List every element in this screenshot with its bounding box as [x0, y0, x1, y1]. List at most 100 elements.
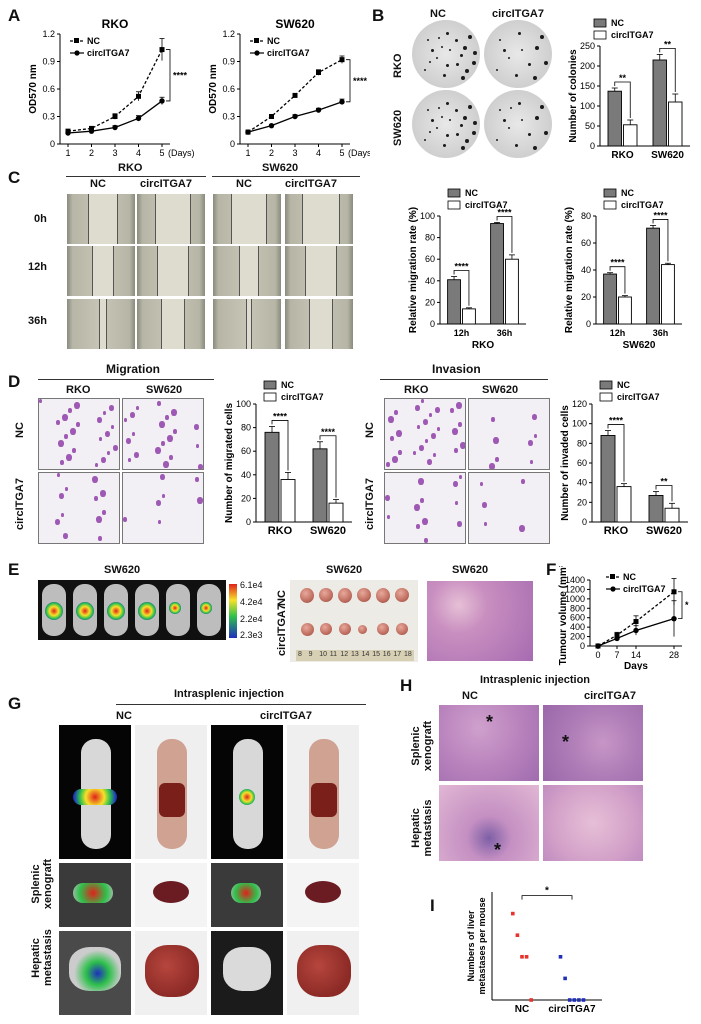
tumour-nc: [376, 588, 390, 603]
ruler-number: 8: [298, 651, 302, 658]
stained-cell: [92, 476, 98, 483]
wound-image: [212, 298, 282, 350]
significance-label: *: [685, 600, 689, 610]
stained-cell: [60, 460, 64, 465]
x-tick-label: 36h: [653, 328, 669, 338]
colony: [449, 118, 452, 121]
legend-marker: [254, 38, 259, 43]
significance-bracket: [346, 59, 351, 103]
legend-label: circITGA7: [611, 30, 654, 40]
legend-marker: [74, 38, 79, 43]
data-point-circitga7: [563, 976, 567, 981]
colony: [502, 118, 506, 122]
y-tick-label: 50: [585, 121, 595, 131]
data-point: [595, 643, 601, 649]
legend-swatch: [447, 188, 461, 198]
bar-nc: [607, 90, 622, 147]
data-point: [65, 130, 71, 136]
stained-cell: [163, 461, 169, 468]
data-point: [292, 113, 298, 120]
transwell-image: [38, 472, 120, 544]
data-point-nc: [529, 998, 533, 1002]
colony: [521, 118, 524, 121]
stained-cell: [388, 416, 394, 423]
bar-circitga7: [623, 124, 638, 147]
panel-letter-g: G: [8, 694, 22, 713]
legend-label: NC: [465, 188, 478, 198]
wound-col-nc-1: NC: [90, 178, 106, 190]
stained-cell: [437, 427, 440, 431]
x-tick-label: 12h: [454, 328, 470, 338]
stained-cell: [417, 425, 420, 429]
stained-cell: [102, 510, 106, 515]
y-axis-label: Relative migration rate (%): [408, 207, 419, 333]
colony: [449, 48, 452, 51]
stained-cell: [423, 419, 428, 425]
stained-cell: [390, 436, 394, 441]
data-point: [633, 627, 639, 634]
data-point: [135, 115, 142, 122]
stained-cell: [55, 519, 60, 525]
g-title: Intrasplenic injection: [174, 688, 285, 700]
significance-bracket: [614, 81, 631, 118]
row-label-sw620: SW620: [392, 109, 404, 146]
stained-cell: [159, 421, 165, 428]
stained-cell: [126, 438, 131, 444]
stained-cell: [111, 425, 114, 429]
colony: [459, 54, 463, 57]
stained-cell: [429, 413, 432, 417]
colony: [528, 132, 532, 136]
y-tick-label: 800: [570, 603, 585, 613]
stained-cell: [459, 475, 462, 479]
y-tick-label: 0.6: [42, 84, 55, 94]
luminescence-signal: [107, 602, 125, 620]
stained-cell: [491, 417, 495, 422]
wound-image: [136, 298, 206, 350]
stained-cell: [532, 414, 537, 420]
invasion-title: Invasion: [432, 362, 481, 376]
tumour-circitga7: [320, 623, 332, 635]
stained-cell: [157, 401, 161, 406]
migration-col-sw620: SW620: [146, 384, 183, 396]
stained-cell: [198, 464, 203, 469]
stained-cell: [416, 524, 420, 529]
colony: [535, 115, 539, 120]
legend-label: circITGA7: [621, 200, 664, 210]
significance-bracket: [166, 49, 171, 102]
luminescence-signal: [73, 789, 117, 805]
spleen-photo: [210, 862, 284, 928]
colony: [509, 107, 512, 109]
y-tick-label: 100: [236, 399, 251, 409]
stained-cell: [415, 405, 420, 411]
colony: [514, 74, 518, 78]
stained-cell: [103, 411, 106, 415]
x-tick-label: SW620: [646, 525, 682, 537]
colony: [495, 139, 498, 142]
data-point: [339, 57, 345, 63]
colony-dish: [484, 90, 552, 158]
significance-bracket: [521, 895, 573, 900]
col-label-circitga7: circITGA7: [492, 8, 544, 20]
invasion-col-rko: RKO: [404, 384, 429, 396]
x-tick-label: 2: [89, 148, 94, 158]
stained-cell: [425, 439, 428, 443]
y-tick-label: 40: [581, 265, 591, 275]
stained-cell: [98, 536, 102, 541]
colony-dish: [412, 90, 480, 158]
h-row-splenic: Splenic xenograft: [410, 720, 434, 772]
data-point: [268, 122, 275, 129]
chart-title: RKO: [102, 17, 129, 31]
data-point-circitga7: [572, 998, 577, 1002]
bar-nc: [646, 227, 660, 325]
h-image-hepatic-circitga7: [542, 784, 644, 862]
migration-title: Migration: [106, 362, 160, 376]
colony: [429, 60, 431, 63]
stained-cell: [76, 422, 80, 427]
panel-letter-a: A: [8, 6, 21, 25]
data-point: [671, 615, 677, 622]
stained-cell: [130, 412, 135, 418]
colony: [468, 35, 473, 40]
stained-cell: [107, 451, 110, 455]
ruler-number: 17: [393, 651, 402, 658]
